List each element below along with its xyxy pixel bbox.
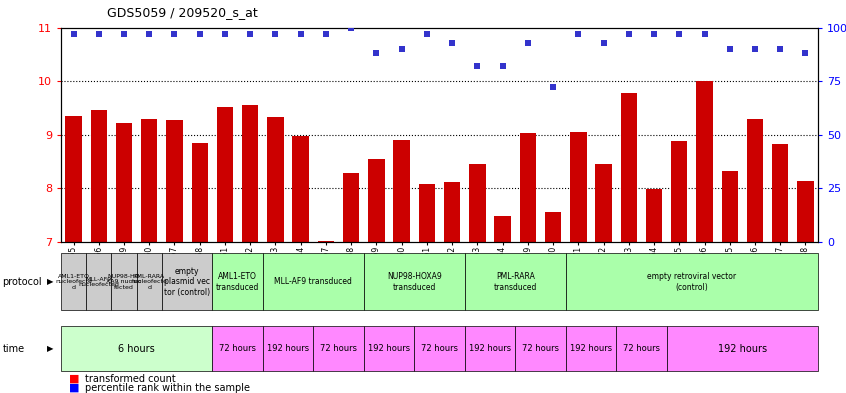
Point [92, 31, 106, 37]
Bar [747, 119, 763, 242]
Point [572, 31, 585, 37]
Point [521, 39, 535, 46]
Bar [570, 132, 586, 242]
Text: time: time [3, 344, 25, 354]
Text: 72 hours: 72 hours [522, 344, 559, 353]
Point [269, 31, 283, 37]
Text: 72 hours: 72 hours [320, 344, 357, 353]
Bar [772, 144, 788, 242]
Point [218, 31, 232, 37]
Text: GDS5059 / 209520_s_at: GDS5059 / 209520_s_at [107, 6, 258, 19]
Bar [621, 93, 637, 242]
Bar [797, 181, 814, 242]
Point [723, 46, 737, 52]
Bar [470, 164, 486, 242]
Point [496, 63, 509, 69]
Text: percentile rank within the sample: percentile rank within the sample [85, 383, 250, 393]
Text: NUP98-HO
XA9 nucleo
fected: NUP98-HO XA9 nucleo fected [107, 274, 142, 290]
Text: 192 hours: 192 hours [570, 344, 612, 353]
Bar [596, 164, 612, 242]
Bar [722, 171, 738, 242]
Point [622, 31, 635, 37]
Text: ▶: ▶ [47, 277, 54, 286]
Point [168, 31, 181, 37]
Text: 192 hours: 192 hours [469, 344, 511, 353]
Point [344, 24, 358, 31]
Point [319, 31, 332, 37]
Bar [217, 107, 233, 242]
Text: 192 hours: 192 hours [267, 344, 309, 353]
Text: PML-RARA
transduced: PML-RARA transduced [493, 272, 537, 292]
Text: 72 hours: 72 hours [623, 344, 660, 353]
Point [445, 39, 459, 46]
Text: 72 hours: 72 hours [219, 344, 256, 353]
Bar [65, 116, 82, 242]
Bar [242, 105, 258, 242]
Bar [267, 118, 283, 242]
Point [647, 31, 661, 37]
Bar [116, 123, 132, 242]
Text: AML1-ETO
transduced: AML1-ETO transduced [216, 272, 259, 292]
Bar [519, 133, 536, 242]
Text: AML1-ETO
nucleofecte
d: AML1-ETO nucleofecte d [55, 274, 92, 290]
Text: MLL-AF9
nucleofected: MLL-AF9 nucleofected [79, 277, 119, 287]
Point [294, 31, 307, 37]
Point [67, 31, 80, 37]
Bar [494, 216, 511, 242]
Point [244, 31, 257, 37]
Point [748, 46, 761, 52]
Point [142, 31, 156, 37]
Point [370, 50, 383, 56]
Point [118, 31, 131, 37]
Bar [444, 182, 460, 242]
Point [193, 31, 206, 37]
Text: protocol: protocol [3, 277, 42, 287]
Point [395, 46, 409, 52]
Point [773, 46, 787, 52]
Text: MLL-AF9 transduced: MLL-AF9 transduced [274, 277, 352, 286]
Text: empty retroviral vector
(control): empty retroviral vector (control) [647, 272, 737, 292]
Bar [545, 212, 561, 242]
Point [673, 31, 686, 37]
Point [420, 31, 434, 37]
Bar [645, 189, 662, 242]
Point [547, 84, 560, 91]
Text: ▶: ▶ [47, 344, 54, 353]
Point [698, 31, 711, 37]
Text: 72 hours: 72 hours [421, 344, 458, 353]
Bar [419, 184, 435, 242]
Bar [318, 241, 334, 242]
Text: 192 hours: 192 hours [368, 344, 410, 353]
Bar [368, 159, 385, 242]
Bar [671, 141, 688, 242]
Text: 6 hours: 6 hours [118, 344, 155, 354]
Bar [293, 136, 309, 242]
Text: transformed count: transformed count [85, 374, 175, 384]
Text: PML-RARA
nucleofecte
d: PML-RARA nucleofecte d [131, 274, 168, 290]
Text: ■: ■ [69, 374, 80, 384]
Text: 192 hours: 192 hours [717, 344, 767, 354]
Bar [91, 110, 107, 242]
Text: empty
plasmid vec
tor (control): empty plasmid vec tor (control) [164, 267, 210, 297]
Bar [167, 119, 183, 242]
Text: NUP98-HOXA9
transduced: NUP98-HOXA9 transduced [387, 272, 442, 292]
Bar [393, 140, 409, 242]
Point [596, 39, 610, 46]
Point [470, 63, 484, 69]
Bar [191, 143, 208, 242]
Bar [696, 81, 712, 242]
Bar [141, 119, 157, 242]
Point [799, 50, 812, 56]
Bar [343, 173, 360, 242]
Text: ■: ■ [69, 383, 80, 393]
